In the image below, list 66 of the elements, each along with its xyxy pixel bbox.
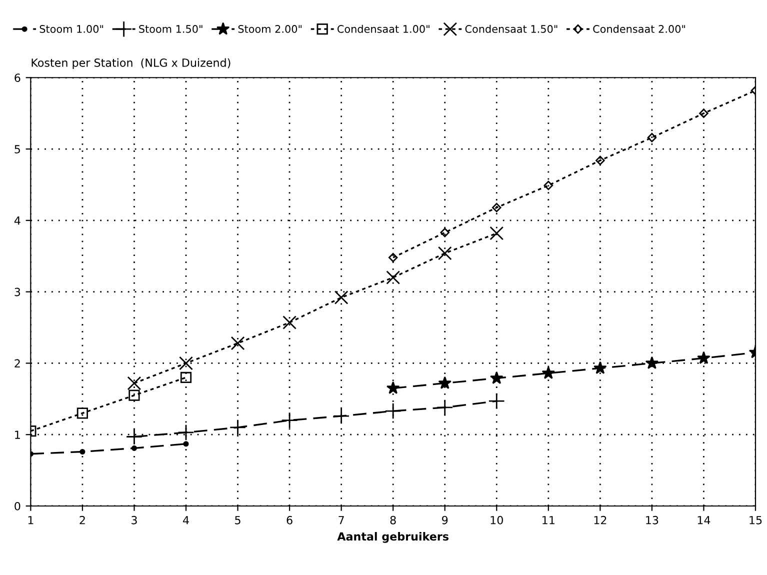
point	[76, 408, 88, 419]
legend-label: Condensaat 1.00"	[338, 24, 430, 33]
x-tick-label: 13	[646, 516, 658, 524]
point	[282, 316, 296, 330]
point	[542, 366, 556, 379]
point	[179, 356, 193, 370]
y-tick-label: 5	[14, 145, 20, 154]
point	[490, 371, 504, 384]
point	[438, 246, 452, 260]
point	[229, 419, 246, 436]
x-tick-label: 3	[132, 516, 137, 524]
point	[438, 376, 452, 389]
point	[127, 376, 142, 390]
point	[544, 180, 554, 190]
point	[183, 441, 189, 447]
legend-label: Stoom 1.50"	[139, 25, 202, 33]
x-tick-label: 6	[286, 516, 292, 524]
y-tick-label: 1	[15, 430, 20, 439]
y-tick-label: 0	[14, 502, 20, 510]
point	[384, 402, 402, 420]
point	[386, 270, 400, 284]
point	[645, 356, 659, 369]
x-tick-label: 15	[750, 516, 762, 524]
x-tick-label: 9	[442, 516, 448, 524]
point	[180, 372, 192, 384]
point	[178, 424, 194, 441]
point	[126, 428, 143, 446]
x-tick-label: 12	[594, 516, 606, 524]
point	[647, 132, 657, 142]
point	[334, 290, 348, 304]
x-axis-title: Aantal gebruikers	[337, 532, 448, 543]
y-tick-label: 2	[14, 359, 20, 368]
point	[699, 108, 708, 118]
point	[332, 408, 350, 424]
point	[697, 351, 710, 364]
y-axis-title: Kosten per Station (NLG x Duizend)	[32, 58, 230, 70]
point	[281, 412, 298, 429]
point	[488, 392, 505, 410]
point	[80, 448, 86, 455]
x-tick-label: 2	[80, 516, 85, 524]
x-tick-label: 4	[183, 516, 189, 524]
point	[128, 390, 140, 401]
point	[230, 336, 245, 350]
point	[386, 381, 400, 394]
y-tick-label: 4	[14, 216, 20, 225]
legend-label: Condensaat 2.00"	[593, 24, 686, 33]
x-tick-label: 7	[338, 516, 344, 524]
y-tick-label: 6	[14, 74, 20, 82]
point	[492, 202, 502, 212]
y-tick-label: 3	[14, 288, 20, 296]
legend-label: Condensaat 1.50"	[465, 24, 558, 33]
point	[490, 226, 504, 240]
x-tick-label: 8	[390, 516, 396, 524]
legend-label: Stoom 2.00"	[238, 25, 302, 33]
point	[131, 445, 138, 451]
point	[440, 228, 450, 238]
x-tick-label: 10	[490, 516, 503, 524]
legend-label: Stoom 1.00"	[40, 25, 104, 33]
point	[594, 361, 607, 374]
x-tick-label: 5	[235, 516, 240, 524]
point	[388, 252, 398, 262]
point	[596, 156, 605, 166]
x-tick-label: 11	[542, 516, 554, 524]
x-tick-label: 14	[698, 516, 710, 524]
point	[436, 399, 454, 416]
x-tick-label: 1	[28, 516, 34, 524]
